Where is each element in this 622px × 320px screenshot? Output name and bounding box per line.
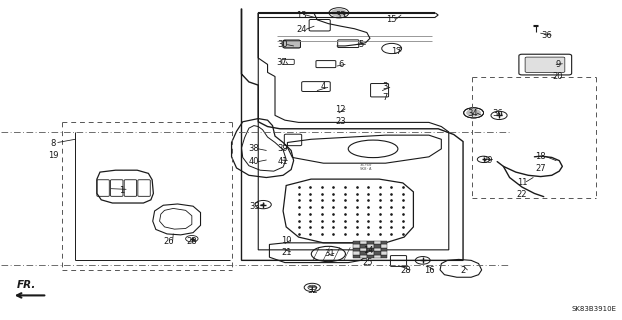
Bar bbox=[367, 248, 374, 251]
Bar bbox=[367, 255, 374, 258]
Text: 31: 31 bbox=[324, 250, 335, 259]
Text: 23: 23 bbox=[335, 117, 346, 126]
Text: 16: 16 bbox=[424, 266, 434, 275]
Text: 24: 24 bbox=[297, 25, 307, 34]
Bar bbox=[360, 244, 367, 248]
Bar bbox=[374, 255, 381, 258]
Text: 36: 36 bbox=[542, 31, 552, 40]
Bar bbox=[381, 244, 388, 248]
Bar bbox=[353, 244, 360, 248]
Text: SK83B3910E: SK83B3910E bbox=[572, 306, 616, 312]
Circle shape bbox=[466, 109, 481, 117]
Bar bbox=[360, 248, 367, 251]
Bar bbox=[353, 248, 360, 251]
Text: 27: 27 bbox=[536, 164, 546, 173]
Text: 12: 12 bbox=[335, 105, 346, 114]
Bar bbox=[367, 251, 374, 255]
Text: 41: 41 bbox=[278, 157, 289, 166]
Text: 28: 28 bbox=[401, 266, 411, 275]
Text: 15: 15 bbox=[386, 15, 397, 24]
Bar bbox=[374, 248, 381, 251]
Text: 29: 29 bbox=[483, 156, 493, 164]
FancyBboxPatch shape bbox=[283, 40, 300, 48]
Text: 11: 11 bbox=[517, 178, 527, 187]
Text: 40: 40 bbox=[249, 157, 259, 166]
Bar bbox=[367, 244, 374, 248]
Circle shape bbox=[331, 9, 347, 17]
Text: 39: 39 bbox=[278, 144, 289, 153]
FancyBboxPatch shape bbox=[525, 57, 565, 72]
Text: 25: 25 bbox=[363, 258, 373, 267]
Bar bbox=[381, 248, 388, 251]
Text: 26: 26 bbox=[163, 237, 174, 246]
Bar bbox=[367, 241, 374, 244]
Text: 14: 14 bbox=[363, 246, 373, 255]
Bar bbox=[353, 251, 360, 255]
Text: 10: 10 bbox=[281, 236, 292, 245]
Text: 35760
SK8·A: 35760 SK8·A bbox=[360, 163, 372, 171]
Bar bbox=[381, 241, 388, 244]
Text: 13: 13 bbox=[296, 11, 307, 20]
Text: 32: 32 bbox=[307, 286, 318, 295]
Text: 9: 9 bbox=[555, 60, 560, 69]
Text: 4: 4 bbox=[321, 82, 326, 91]
Text: 3: 3 bbox=[383, 82, 388, 91]
Bar bbox=[360, 251, 367, 255]
Text: 22: 22 bbox=[517, 190, 527, 199]
Bar bbox=[381, 255, 388, 258]
Text: 7: 7 bbox=[383, 93, 388, 102]
Text: 5: 5 bbox=[358, 40, 363, 49]
Text: 37: 37 bbox=[276, 58, 287, 67]
Bar bbox=[360, 255, 367, 258]
Text: 1: 1 bbox=[119, 186, 124, 195]
Bar bbox=[374, 241, 381, 244]
Text: 28: 28 bbox=[187, 237, 197, 246]
Bar bbox=[374, 244, 381, 248]
Text: 30: 30 bbox=[278, 40, 289, 49]
Text: 6: 6 bbox=[338, 60, 343, 69]
Text: 17: 17 bbox=[391, 47, 402, 56]
Text: 18: 18 bbox=[536, 152, 546, 161]
Bar bbox=[381, 251, 388, 255]
Text: 36: 36 bbox=[492, 109, 503, 118]
Text: 35: 35 bbox=[335, 11, 346, 20]
Text: 33: 33 bbox=[250, 202, 261, 211]
Bar bbox=[353, 241, 360, 244]
Text: FR.: FR. bbox=[17, 280, 37, 290]
Text: 38: 38 bbox=[249, 144, 259, 153]
Text: 20: 20 bbox=[553, 72, 564, 81]
Text: 8: 8 bbox=[51, 139, 56, 148]
Text: 34: 34 bbox=[467, 109, 478, 118]
Bar bbox=[374, 251, 381, 255]
Text: 2: 2 bbox=[460, 266, 466, 275]
Bar bbox=[353, 255, 360, 258]
Text: 19: 19 bbox=[48, 151, 58, 160]
Text: 21: 21 bbox=[281, 248, 292, 257]
Bar bbox=[360, 241, 367, 244]
